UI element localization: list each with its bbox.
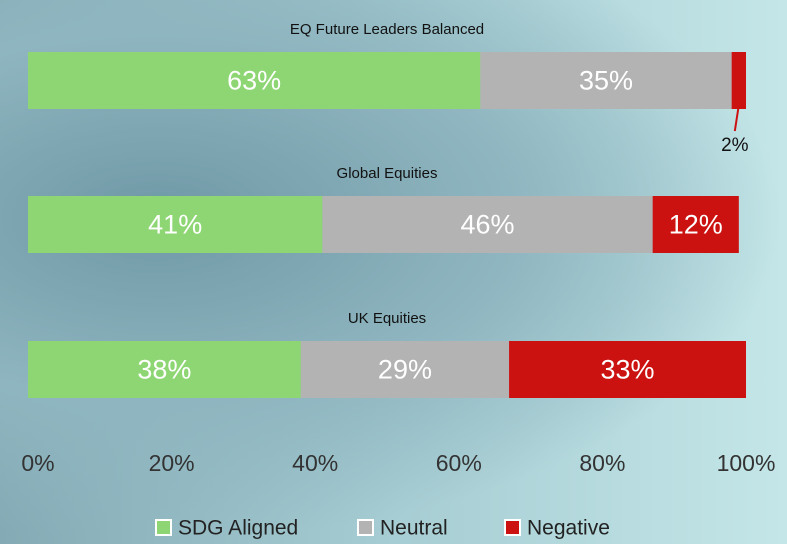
value-label: 41%: [148, 210, 202, 240]
bar-segment: [322, 196, 653, 253]
value-label: 29%: [378, 355, 432, 385]
legend-swatch: [504, 519, 521, 536]
bar-segment: [731, 52, 746, 109]
bar-segment: [28, 196, 323, 253]
bar-segment: [652, 196, 739, 253]
x-tick-label: 60%: [436, 450, 482, 476]
legend-swatch: [357, 519, 374, 536]
bar-segment: [480, 52, 732, 109]
value-label: 63%: [227, 66, 281, 96]
category-title: UK Equities: [348, 310, 426, 327]
x-tick-label: 20%: [149, 450, 195, 476]
x-tick-label: 0%: [21, 450, 54, 476]
bar-segment: [28, 52, 481, 109]
value-label: 46%: [460, 210, 514, 240]
legend-label: Neutral: [380, 517, 448, 540]
leader-line: [733, 104, 740, 132]
x-tick-label: 100%: [717, 450, 776, 476]
value-label: 12%: [669, 210, 723, 240]
value-label: 38%: [137, 355, 191, 385]
bar-segment: [28, 341, 301, 398]
x-tick-label: 80%: [579, 450, 625, 476]
value-label: 35%: [579, 66, 633, 96]
legend-label: Negative: [527, 517, 610, 540]
x-tick-label: 40%: [292, 450, 338, 476]
value-label: 33%: [601, 355, 655, 385]
bar-segment: [509, 341, 746, 398]
value-label: 2%: [721, 135, 749, 156]
category-title: Global Equities: [337, 165, 438, 182]
legend-label: SDG Aligned: [178, 517, 298, 540]
bar-segment: [300, 341, 510, 398]
category-title: EQ Future Leaders Balanced: [290, 21, 484, 38]
legend-swatch: [155, 519, 172, 536]
